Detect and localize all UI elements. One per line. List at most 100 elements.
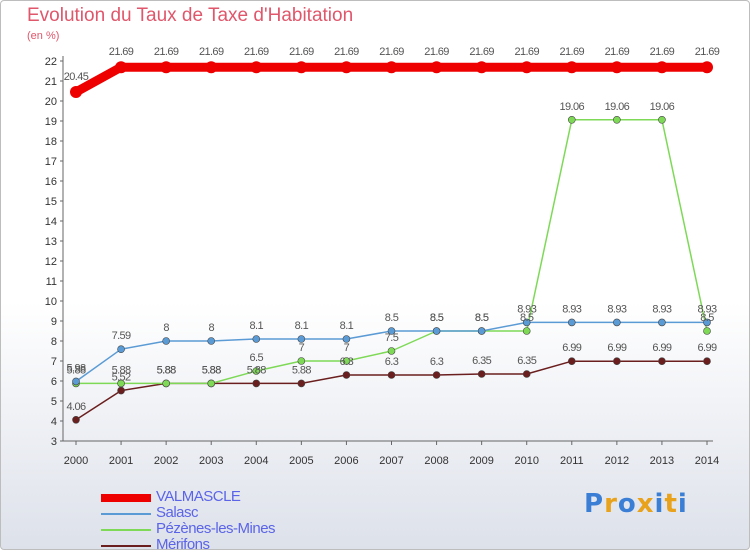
data-label: 8.93 [652, 303, 671, 315]
data-point [703, 318, 711, 327]
chart-title: Evolution du Taux de Taxe d'Habitation [27, 5, 354, 26]
data-point [658, 318, 666, 327]
data-label: 8.5 [430, 312, 444, 324]
x-tick-label: 2000 [64, 455, 88, 467]
data-label: 19.06 [605, 101, 630, 113]
data-point [207, 337, 216, 345]
data-point [658, 357, 666, 366]
data-point [115, 61, 128, 74]
y-tick-label: 13 [45, 236, 57, 248]
data-point [207, 379, 216, 388]
data-point [252, 367, 261, 375]
data-point [477, 327, 486, 335]
chart-unit: (en %) [27, 30, 60, 42]
data-label: 8.1 [295, 320, 309, 332]
data-label: 21.69 [199, 46, 224, 58]
logo-letter: i [654, 489, 665, 519]
y-tick-label: 3 [51, 436, 57, 448]
data-label: 8.5 [385, 312, 399, 324]
data-point [72, 415, 80, 424]
data-label: 21.69 [289, 46, 314, 58]
data-label: 8.5 [520, 312, 534, 324]
data-label: 8.5 [475, 312, 489, 324]
data-label: 6.99 [652, 342, 671, 354]
x-tick-label: 2007 [379, 455, 403, 467]
data-label: 21.69 [109, 46, 134, 58]
y-tick-label: 4 [51, 416, 57, 428]
data-label: 7 [299, 342, 305, 354]
data-point [387, 371, 396, 379]
data-point [565, 61, 578, 74]
data-label: 4.06 [66, 401, 85, 413]
data-point [162, 337, 170, 345]
data-label: 6.3 [340, 356, 354, 368]
y-tick-label: 6 [51, 376, 57, 388]
x-tick-label: 2004 [244, 455, 268, 467]
logo-letter: P [584, 489, 605, 519]
data-point [385, 61, 398, 74]
data-label: 21.69 [605, 46, 630, 58]
data-point [387, 327, 396, 335]
legend-swatch [101, 513, 151, 515]
data-point [655, 61, 668, 74]
data-label: 8 [163, 322, 169, 334]
x-tick-label: 2010 [514, 455, 538, 467]
data-point [567, 318, 576, 327]
data-point [252, 379, 261, 388]
data-label: 8.5 [700, 312, 714, 324]
x-tick-label: 2012 [605, 455, 629, 467]
data-label: 8.93 [697, 303, 716, 315]
y-tick-label: 16 [45, 176, 57, 188]
data-label: 8 [208, 322, 214, 334]
x-tick-label: 2014 [695, 455, 719, 467]
data-label: 6.5 [250, 352, 264, 364]
data-point [340, 61, 353, 74]
data-label: 21.69 [334, 46, 359, 58]
data-point [522, 327, 531, 335]
data-point [117, 379, 125, 388]
x-tick-label: 2013 [650, 455, 674, 467]
y-tick-label: 8 [51, 336, 57, 348]
y-tick-label: 18 [45, 136, 57, 148]
data-label: 6.99 [562, 342, 581, 354]
y-tick-label: 14 [45, 216, 57, 228]
data-point [522, 318, 531, 327]
data-label: 21.69 [650, 46, 675, 58]
y-tick-label: 21 [45, 76, 57, 88]
y-tick-label: 5 [51, 396, 57, 408]
legend-label: Salasc [156, 504, 199, 521]
data-point [205, 61, 218, 74]
legend-swatch [101, 545, 151, 547]
y-tick-label: 10 [45, 296, 57, 308]
data-point [567, 357, 576, 366]
data-label: 5.88 [292, 364, 311, 376]
data-label: 5.88 [112, 364, 131, 376]
data-label: 6.99 [607, 342, 626, 354]
data-point [342, 371, 351, 379]
data-point [658, 116, 666, 124]
y-tick-label: 11 [46, 276, 57, 288]
data-point [613, 318, 621, 327]
y-tick-label: 22 [45, 56, 57, 68]
y-tick-label: 17 [45, 156, 57, 168]
data-label: 21.69 [514, 46, 539, 58]
data-label: 6.3 [385, 356, 399, 368]
data-label: 5.88 [202, 364, 221, 376]
y-tick-label: 20 [45, 96, 57, 108]
data-label: 21.69 [695, 46, 720, 58]
logo-letter: o [617, 489, 637, 519]
data-label: 5.88 [202, 364, 221, 376]
data-point [70, 86, 82, 98]
data-point [342, 335, 351, 343]
data-point [522, 370, 531, 378]
data-label: 5.52 [112, 372, 131, 384]
data-point [567, 116, 576, 124]
data-label: 21.69 [560, 46, 585, 58]
data-label: 7.5 [385, 332, 399, 344]
data-point [703, 327, 711, 335]
data-point [252, 335, 261, 343]
data-point [701, 61, 713, 74]
data-label: 8.93 [517, 303, 536, 315]
data-label: 21.69 [469, 46, 494, 58]
